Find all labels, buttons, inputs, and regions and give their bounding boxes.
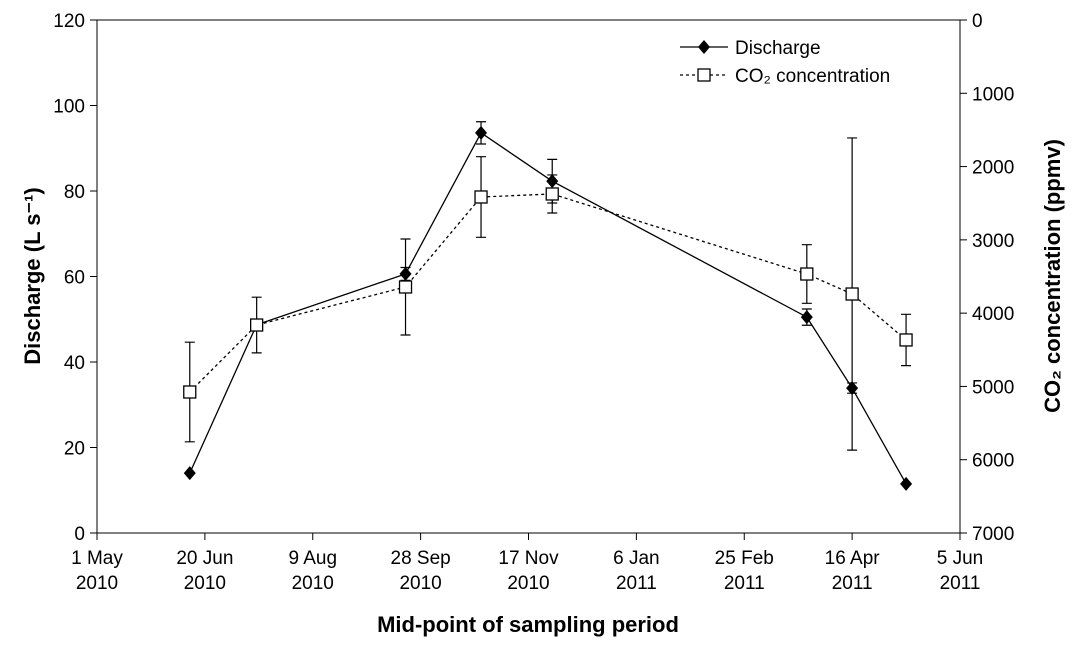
x-tick-label: 6 Jan 2011 bbox=[613, 548, 659, 594]
x-axis-title: Mid-point of sampling period bbox=[377, 612, 679, 637]
plot-frame bbox=[96, 19, 961, 534]
y-tick-label: 100 bbox=[53, 97, 85, 118]
data-point bbox=[250, 318, 264, 332]
data-point bbox=[398, 280, 413, 294]
x-tick-label: 20 Jun 2010 bbox=[176, 548, 233, 594]
data-point bbox=[800, 310, 813, 325]
data-point bbox=[399, 266, 412, 281]
legend-marker bbox=[697, 68, 711, 82]
y-tick-label: 80 bbox=[64, 182, 85, 203]
data-point bbox=[183, 466, 196, 481]
y2-tick-label: 6000 bbox=[972, 451, 1014, 472]
legend-label: Discharge bbox=[735, 38, 821, 59]
legend-label: CO₂ concentration bbox=[735, 66, 890, 87]
data-point bbox=[475, 125, 488, 140]
y2-tick-label: 4000 bbox=[972, 304, 1014, 325]
y2-tick-label: 7000 bbox=[972, 524, 1014, 545]
data-point bbox=[474, 190, 488, 204]
y-tick-label: 0 bbox=[74, 524, 85, 545]
x-tick-label: 17 Nov 2010 bbox=[498, 548, 559, 594]
data-point bbox=[900, 476, 913, 491]
data-point bbox=[545, 187, 559, 201]
y-tick-label: 60 bbox=[64, 268, 85, 289]
legend-marker bbox=[698, 40, 710, 54]
x-tick-label: 25 Feb 2011 bbox=[715, 548, 774, 594]
data-point bbox=[546, 174, 559, 189]
y2-axis-title: CO₂ concentration (ppmv) bbox=[1040, 139, 1065, 413]
x-tick-label: 5 Jun 2011 bbox=[937, 548, 983, 594]
y2-tick-label: 1000 bbox=[972, 84, 1014, 105]
series-line bbox=[189, 131, 907, 485]
x-tick-label: 28 Sep 2010 bbox=[391, 548, 451, 594]
series-line bbox=[189, 193, 907, 393]
y2-tick-label: 0 bbox=[972, 11, 983, 32]
y-tick-label: 20 bbox=[64, 439, 85, 460]
y-axis-title: Discharge (L s⁻¹) bbox=[20, 187, 45, 364]
data-point bbox=[845, 287, 859, 301]
y2-tick-label: 2000 bbox=[972, 158, 1014, 179]
y-tick-label: 40 bbox=[64, 353, 85, 374]
x-tick-label: 9 Aug 2010 bbox=[288, 548, 337, 594]
data-point bbox=[899, 333, 913, 347]
data-point bbox=[846, 381, 859, 396]
y2-tick-label: 5000 bbox=[972, 377, 1014, 398]
y-tick-label: 120 bbox=[53, 11, 85, 32]
x-tick-label: 16 Apr 2011 bbox=[825, 548, 881, 594]
y2-tick-label: 3000 bbox=[972, 231, 1014, 252]
x-tick-label: 1 May 2010 bbox=[71, 548, 123, 594]
data-point bbox=[183, 385, 197, 399]
data-point bbox=[800, 267, 814, 281]
